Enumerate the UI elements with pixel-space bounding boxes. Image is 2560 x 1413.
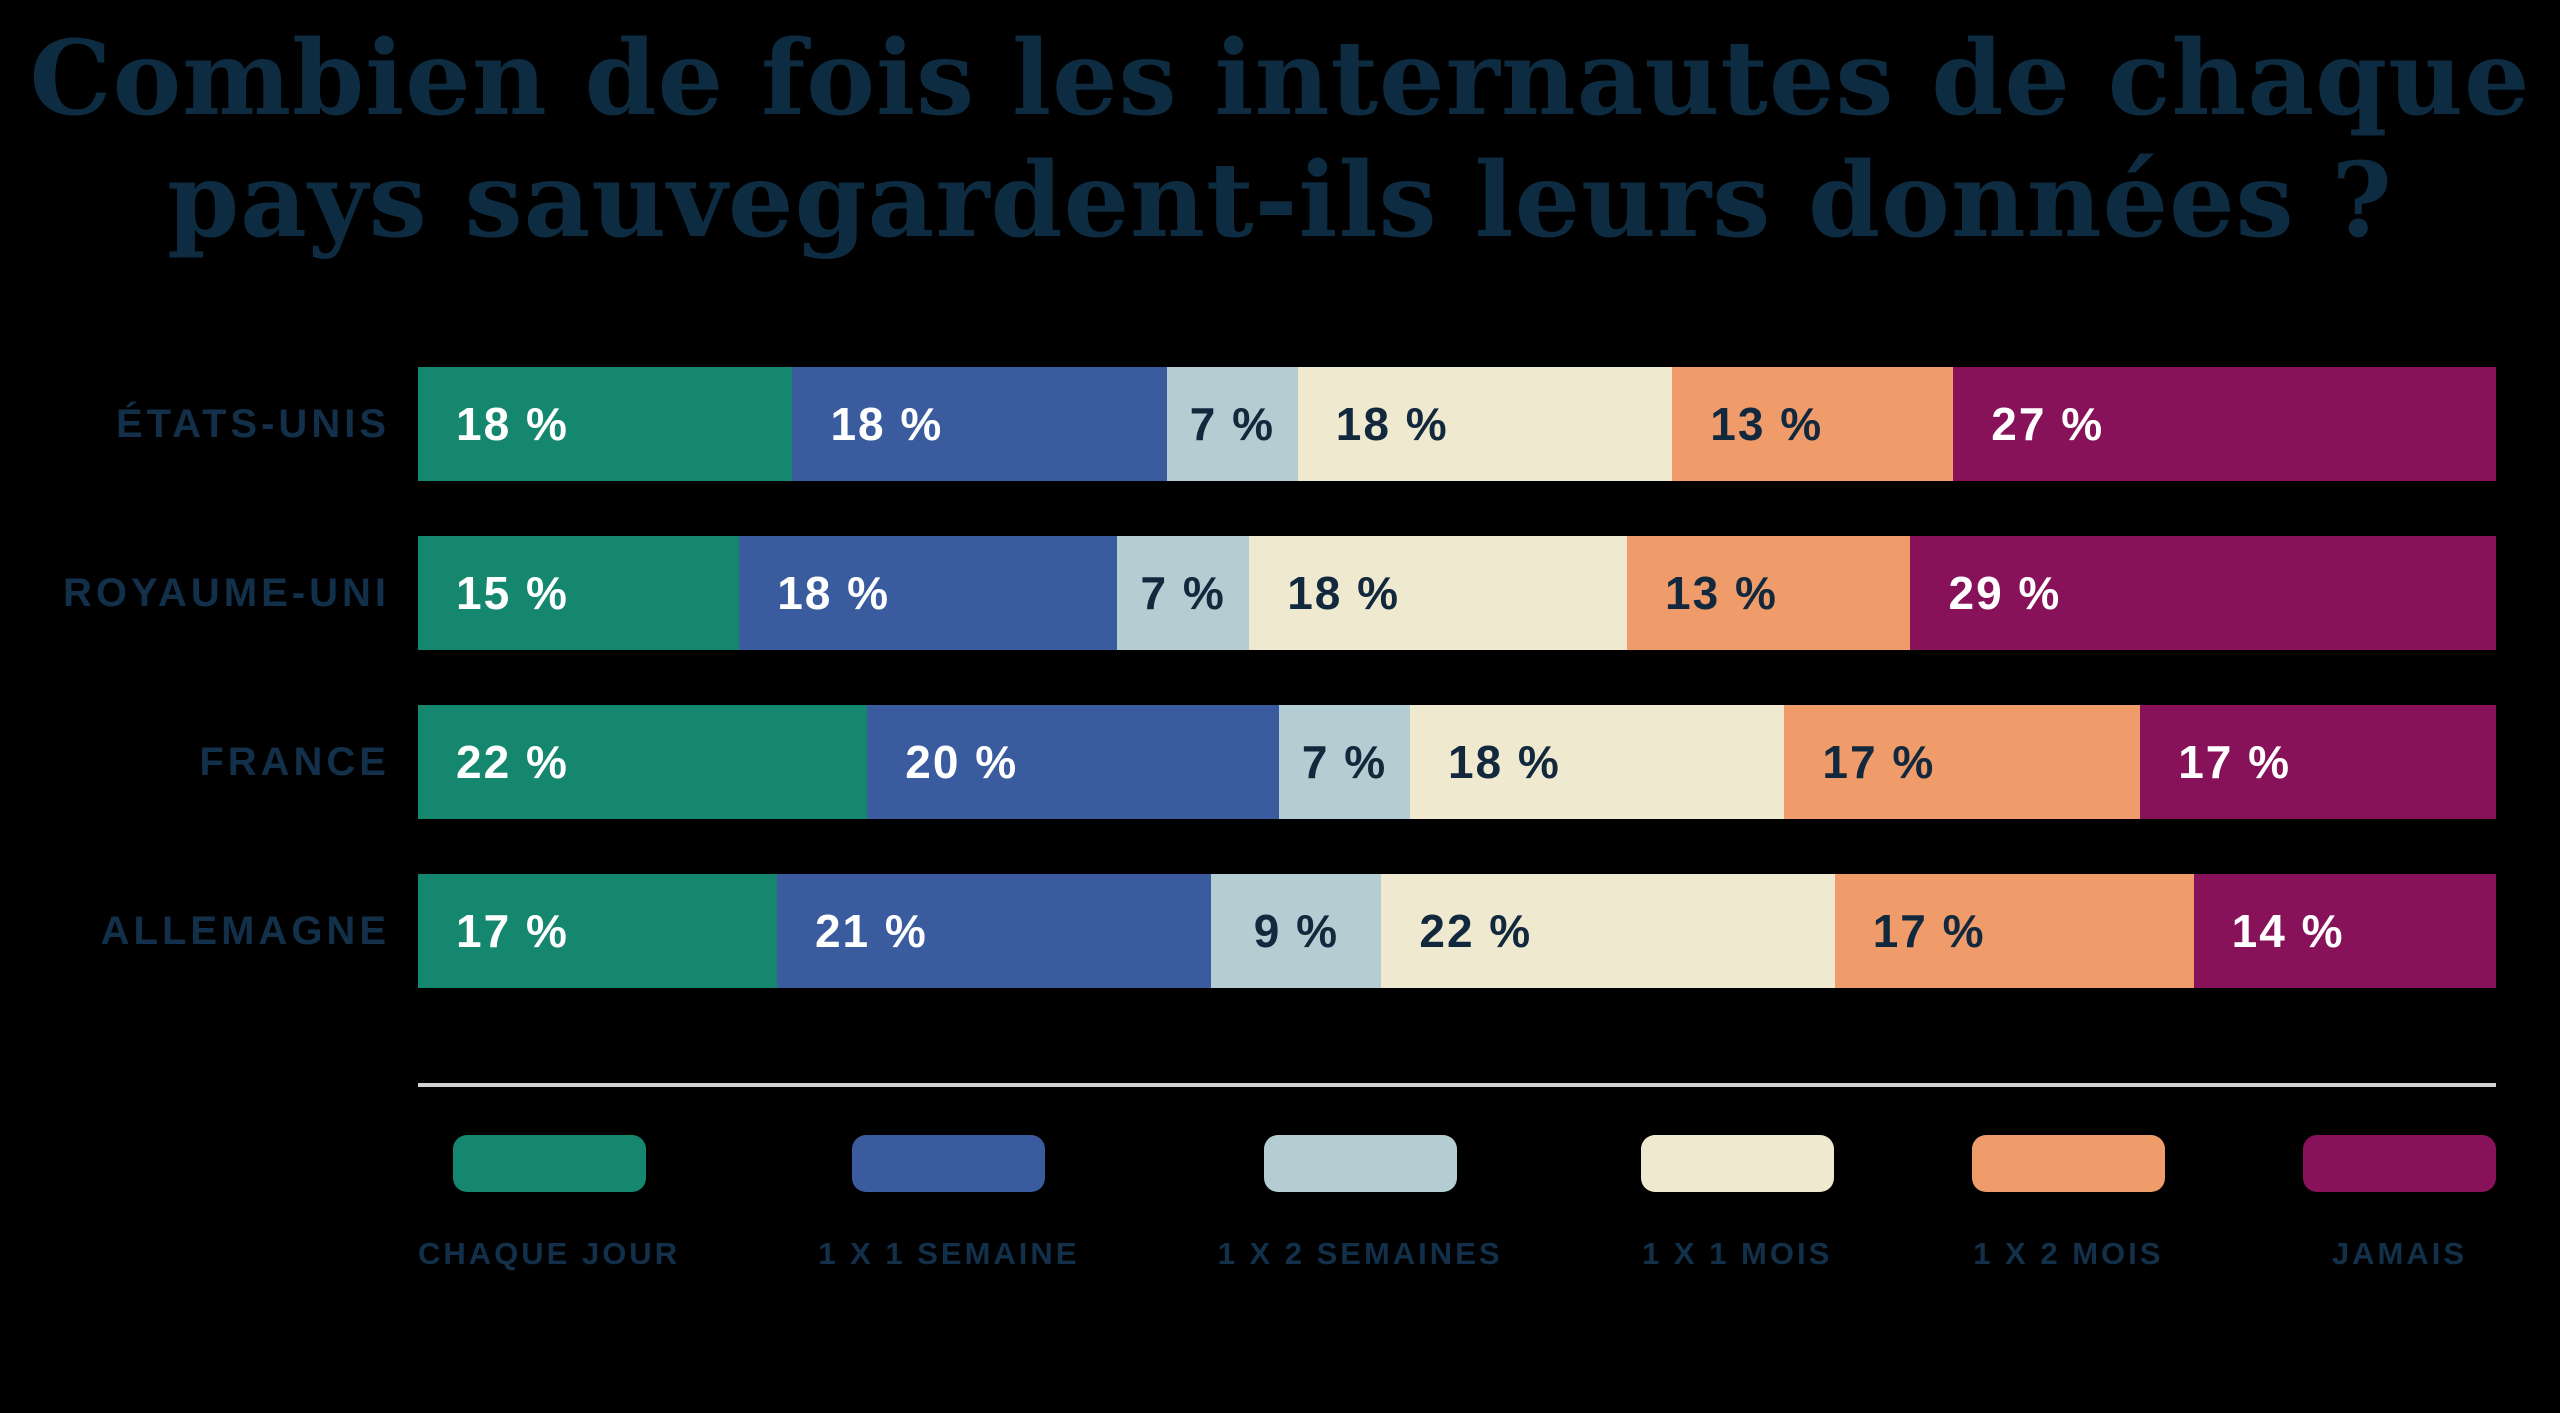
segment-value-label: 7 % [1301, 736, 1388, 789]
bar-segment: 13 % [1627, 536, 1911, 651]
segment-value-label: 13 % [1710, 398, 1824, 451]
bar-segment: 7 % [1117, 536, 1250, 651]
legend-item: JAMAIS [2302, 1135, 2496, 1272]
segment-value-label: 18 % [830, 398, 944, 451]
segment-value-label: 9 % [1253, 905, 1340, 958]
legend-label: 1 X 2 SEMAINES [1217, 1236, 1503, 1272]
bar-segment: 27 % [1953, 367, 2496, 482]
bar-segment: 22 % [1381, 874, 1835, 989]
bar-segment: 20 % [867, 705, 1280, 820]
chart-row: ROYAUME-UNI 15 % 18 % 7 % 18 % 13 % 29 % [0, 536, 2560, 651]
segment-value-label: 18 % [1335, 398, 1449, 451]
segment-value-label: 22 % [456, 736, 569, 789]
segment-value-label: 17 % [456, 905, 569, 958]
legend-swatch [1640, 1135, 1834, 1193]
legend-item: 1 X 1 MOIS [1640, 1135, 1834, 1272]
chart-rows: ÉTATS-UNIS 18 % 18 % 7 % 18 % 13 % 27 % ROYAUME… [0, 367, 2560, 989]
bar-segment: 17 % [1784, 705, 2141, 820]
chart-row: ALLEMAGNE 17 % 21 % 9 % 22 % 17 % 14 % [0, 874, 2560, 989]
segment-value-label: 17 % [2178, 736, 2292, 789]
stacked-bar: 17 % 21 % 9 % 22 % 17 % 14 % [418, 874, 2496, 989]
bar-segment: 18 % [1297, 367, 1673, 482]
chart-title-line1: Combien de fois les internautes de chaqu… [29, 18, 2531, 139]
segment-value-label: 17 % [1822, 736, 1936, 789]
bar-segment: 18 % [418, 367, 793, 482]
legend-swatch [852, 1135, 1046, 1193]
segment-value-label: 18 % [1447, 736, 1561, 789]
legend-swatch [452, 1135, 646, 1193]
legend-label: 1 X 2 MOIS [1973, 1236, 2164, 1272]
separator-line [418, 1083, 2496, 1088]
bar-segment: 18 % [739, 536, 1118, 651]
chart-legend: CHAQUE JOUR 1 X 1 SEMAINE 1 X 2 SEMAINES 1 … [418, 1135, 2496, 1272]
segment-value-label: 20 % [905, 736, 1019, 789]
bar-segment: 14 % [2193, 874, 2496, 989]
bar-segment: 15 % [418, 536, 740, 651]
chart-title-line2: pays sauvegardent-ils leurs données ? [167, 139, 2393, 261]
bar-segment: 18 % [792, 367, 1167, 482]
legend-swatch [1263, 1135, 1457, 1193]
legend-swatch [2302, 1135, 2496, 1193]
country-label: FRANCE [199, 739, 390, 784]
legend-item: 1 X 2 SEMAINES [1218, 1135, 1503, 1272]
bar-segment: 17 % [2140, 705, 2496, 820]
stacked-bar: 22 % 20 % 7 % 18 % 17 % 17 % [418, 705, 2496, 820]
segment-value-label: 18 % [456, 398, 569, 451]
bar-segment: 13 % [1672, 367, 1954, 482]
segment-value-label: 17 % [1872, 905, 1986, 958]
bar-segment: 29 % [1910, 536, 2496, 651]
legend-label: 1 X 1 MOIS [1642, 1236, 1833, 1272]
legend-item: CHAQUE JOUR [418, 1135, 680, 1272]
bar-segment: 22 % [418, 705, 868, 820]
segment-value-label: 22 % [1419, 905, 1533, 958]
chart-row: FRANCE 22 % 20 % 7 % 18 % 17 % 17 % [0, 705, 2560, 820]
legend-swatch [1971, 1135, 2165, 1193]
segment-value-label: 7 % [1140, 567, 1226, 620]
segment-value-label: 13 % [1665, 567, 1778, 620]
segment-value-label: 29 % [1948, 567, 2062, 620]
chart-title: Combien de fois les internautes de chaqu… [0, 0, 2560, 261]
legend-label: 1 X 1 SEMAINE [818, 1236, 1080, 1272]
segment-value-label: 27 % [1991, 398, 2105, 451]
stacked-bar: 15 % 18 % 7 % 18 % 13 % 29 % [418, 536, 2496, 651]
bar-segment: 18 % [1249, 536, 1628, 651]
country-label: ROYAUME-UNI [63, 570, 390, 615]
segment-value-label: 7 % [1189, 398, 1275, 451]
chart-row: ÉTATS-UNIS 18 % 18 % 7 % 18 % 13 % 27 % [0, 367, 2560, 482]
segment-value-label: 14 % [2231, 905, 2345, 958]
segment-value-label: 21 % [814, 905, 928, 958]
legend-item: 1 X 2 MOIS [1971, 1135, 2165, 1272]
segment-value-label: 15 % [456, 567, 569, 620]
bar-segment: 9 % [1211, 874, 1382, 989]
stacked-bar-chart: ÉTATS-UNIS 18 % 18 % 7 % 18 % 13 % 27 % ROYAUME… [0, 367, 2560, 1272]
country-label: ÉTATS-UNIS [115, 401, 390, 446]
country-label: ALLEMAGNE [100, 908, 390, 953]
segment-value-label: 18 % [1287, 567, 1401, 620]
stacked-bar: 18 % 18 % 7 % 18 % 13 % 27 % [418, 367, 2496, 482]
bar-segment: 17 % [1834, 874, 2194, 989]
legend-label: CHAQUE JOUR [418, 1236, 681, 1272]
bar-segment: 7 % [1166, 367, 1298, 482]
legend-item: 1 X 1 SEMAINE [818, 1135, 1079, 1272]
bar-segment: 7 % [1279, 705, 1410, 820]
bar-segment: 21 % [776, 874, 1212, 989]
segment-value-label: 18 % [777, 567, 891, 620]
bar-segment: 17 % [418, 874, 777, 989]
bar-segment: 18 % [1409, 705, 1785, 820]
legend-label: JAMAIS [2331, 1236, 2468, 1272]
